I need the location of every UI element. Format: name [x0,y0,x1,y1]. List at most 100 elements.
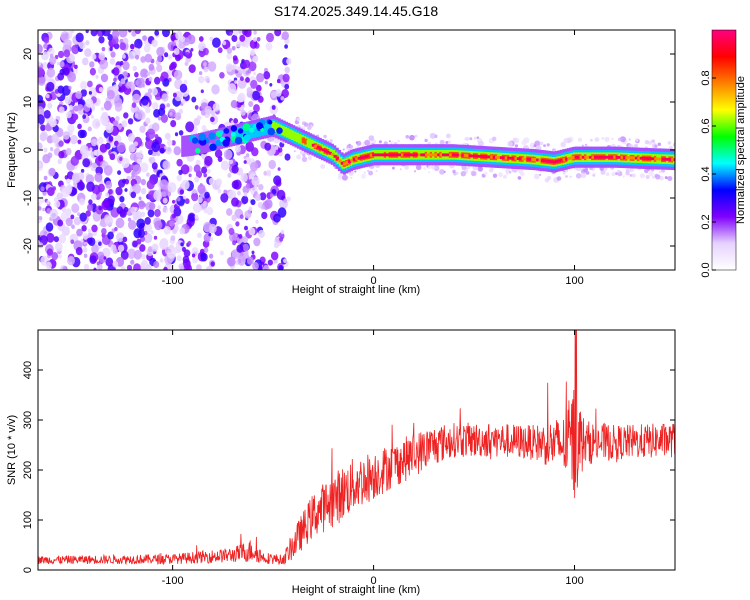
spectrogram-noise-cell [162,197,168,204]
spectrogram-noise-cell [56,192,63,201]
spectrogram-noise-cell [201,166,208,174]
spectrogram-ridge-cell [545,159,549,163]
spectrogram-noise-cell [98,205,103,211]
spectrogram-noise-cell [166,139,173,147]
spectrogram-noise-cell [246,256,254,265]
spectrogram-noise-cell [194,176,200,183]
spectrogram-noise-cell [188,213,195,222]
spectrogram-noise-cell [70,155,80,166]
spectrogram-ridge-cell [593,155,598,159]
snr-x-tick-label: 100 [565,575,583,587]
spectrogram-noise-cell [234,145,241,153]
spectrogram-noise-cell [307,125,312,131]
spectrogram-noise-cell [279,236,284,242]
spectrogram-ridge-cell [567,157,571,160]
spectrogram-noise-cell [167,147,171,152]
spectrogram-noise-cell [171,35,176,41]
spectrogram-noise-cell [253,104,260,113]
spectrogram-noise-cell [181,179,190,190]
spectrogram-ridge-cell [463,154,467,157]
spectrogram-noise-cell [101,228,107,235]
spectrogram-noise-cell [214,149,223,159]
spectrogram-noise-cell [368,135,375,141]
spectrogram-noise-cell [147,209,155,218]
spectrogram-ridge-cell [634,156,639,160]
spectrogram-noise-cell [146,128,156,140]
spectrogram-noise-cell [38,114,45,125]
spectrogram-noise-cell [179,189,184,195]
colorbar-tick-label: 0.0 [700,262,712,277]
spectrogram-noise-cell [217,47,223,54]
spectrogram-noise-cell [86,181,95,192]
spectrogram-noise-cell [301,122,304,125]
spectrogram-noise-cell [367,169,370,172]
spectrogram-noise-cell [151,243,159,252]
spectrogram-noise-cell [227,256,236,267]
spectrogram-noise-cell [180,242,184,247]
spectrogram-noise-cell [144,217,151,225]
spectrogram-ridge-cell [596,155,600,159]
spectrogram-noise-cell [88,91,92,95]
spectrogram-noise-cell [158,116,162,121]
spectrogram-noise-cell [560,141,566,148]
spectrogram-noise-cell [135,54,140,60]
spectrogram-noise-cell [581,144,585,147]
spectrogram-noise-cell [98,52,106,61]
spectrogram-noise-cell [179,227,186,235]
spectrogram-ridge-cell [236,127,240,142]
spectrogram-noise-cell [193,164,201,173]
spectrogram-noise-cell [118,30,128,38]
spectrogram-noise-cell [505,172,509,176]
spectrogram-noise-cell [250,49,256,56]
spectrogram-noise-cell [226,47,233,54]
spectrogram-noise-cell [46,200,50,205]
spectrogram-noise-cell [329,139,333,143]
spectrogram-noise-cell [53,197,58,202]
spectrogram-noise-cell [320,164,326,169]
spectrogram-noise-cell [93,267,97,270]
spectrogram-noise-cell [41,51,49,61]
spectrogram-noise-cell [49,56,57,65]
spectrogram-ridge-cell [316,146,320,149]
spectrogram-ridge-cell [533,158,537,162]
spectrogram-noise-cell [176,255,182,262]
spectrogram-noise-cell [46,232,55,243]
spectrogram-ridge-cell [511,156,516,160]
spectrogram-noise-cell [87,203,94,212]
colorbar-tick-label: 0.2 [700,214,712,229]
spectrogram-noise-cell [128,143,136,153]
spectrogram-x-label: Height of straight line (km) [292,284,420,296]
spectrogram-noise-cell [70,134,78,145]
spectrogram-noise-cell [167,248,176,259]
spectrogram-noise-cell [132,93,141,104]
spectrogram-noise-cell [82,158,91,168]
spectrogram-noise-cell [107,231,114,240]
spectrogram-ridge-cell [314,144,318,148]
spectrogram-noise-cell [198,71,203,76]
spectrogram-noise-cell [82,246,88,253]
spectrogram-noise-cell [154,220,163,231]
spectrogram-noise-cell [66,111,72,119]
spectrogram-noise-cell [303,122,309,127]
spectrogram-noise-cell [133,228,142,239]
spectrogram-noise-cell [307,155,313,161]
spectrogram-noise-cell [156,55,163,62]
snr-y-tick-label: 400 [22,361,34,379]
spectrogram-noise-cell [278,147,283,153]
spectrogram-noise-cell [280,229,285,235]
spectrogram-ridge-cell [668,158,672,161]
spectrogram-ridge-cell [442,153,446,157]
spectrogram-noise-cell [70,214,75,220]
spectrogram-ridge-cell [376,153,381,157]
spectrogram-noise-cell [252,90,261,101]
spectrogram-noise-cell [245,43,249,48]
spectrogram-noise-cell [167,54,173,60]
spectrogram-noise-cell [284,44,288,49]
spectrogram-noise-cell [77,123,82,130]
spectrogram-noise-cell [138,196,142,201]
spectrogram-ridge-cell [306,139,310,146]
spectrogram-ridge-cell [243,125,247,140]
spectrogram-noise-cell [58,106,65,114]
spectrogram-noise-cell [228,159,233,165]
spectrogram-noise-cell [611,137,614,140]
